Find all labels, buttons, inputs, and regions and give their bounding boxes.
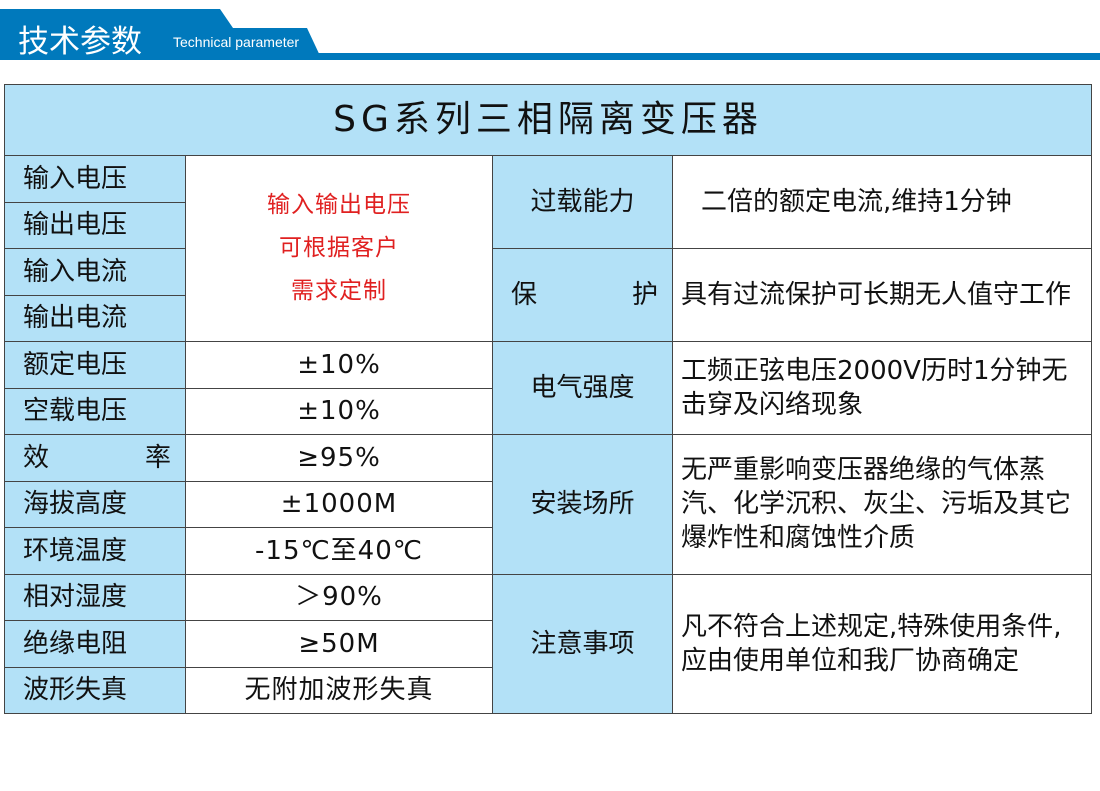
param-value: ≥95% (185, 434, 493, 482)
param-label: 注意事项 (492, 573, 673, 714)
param-value: 凡不符合上述规定,特殊使用条件,应由使用单位和我厂协商确定 (672, 573, 1092, 714)
param-value: 无严重影响变压器绝缘的气体蒸汽、化学沉积、灰尘、污垢及其它爆炸性和腐蚀性介质 (672, 434, 1092, 575)
param-label: 波形失真 (4, 666, 186, 714)
param-value: ≥50M (185, 620, 493, 668)
param-label: 输入电压 (4, 155, 186, 203)
param-label: 过载能力 (492, 155, 673, 249)
param-value: 无附加波形失真 (185, 666, 493, 714)
param-label: 保 护 (492, 248, 673, 342)
section-subtitle: Technical parameter (173, 34, 300, 50)
param-label: 效 率 (4, 434, 186, 482)
param-label: 输出电压 (4, 201, 186, 249)
param-label: 环境温度 (4, 527, 186, 575)
merged-value: 输入输出电压 可根据客户 需求定制 (185, 155, 493, 342)
param-value: ±10% (185, 387, 493, 435)
param-label: 绝缘电阻 (4, 620, 186, 668)
param-label: 安装场所 (492, 434, 673, 575)
param-value: 二倍的额定电流,维持1分钟 (672, 155, 1092, 249)
param-value: ＞90% (185, 573, 493, 621)
param-label: 电气强度 (492, 341, 673, 435)
param-label: 相对湿度 (4, 573, 186, 621)
param-label: 空载电压 (4, 387, 186, 435)
param-value: ±10% (185, 341, 493, 389)
section-title: 技术参数 (18, 24, 142, 60)
param-label: 输出电流 (4, 294, 186, 342)
header-rule (0, 53, 1100, 60)
param-value: 工频正弦电压2000V历时1分钟无击穿及闪络现象 (672, 341, 1092, 435)
table-title: SG系列三相隔离变压器 (4, 84, 1092, 156)
param-value: ±1000M (185, 480, 493, 528)
param-label: 海拔高度 (4, 480, 186, 528)
param-value: -15℃至40℃ (185, 527, 493, 575)
spec-table: SG系列三相隔离变压器 输入电压 输入输出电压 可根据客户 需求定制 过载能力 二倍… (4, 84, 1092, 714)
param-label: 额定电压 (4, 341, 186, 389)
param-value: 具有过流保护可长期无人值守工作 (672, 248, 1092, 342)
param-label: 输入电流 (4, 248, 186, 296)
